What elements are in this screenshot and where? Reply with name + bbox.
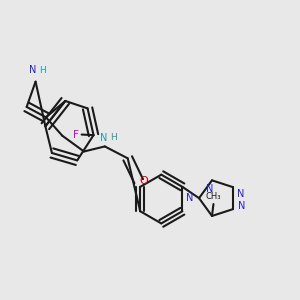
Text: CH₃: CH₃ bbox=[206, 192, 221, 201]
Text: N: N bbox=[238, 201, 245, 211]
Text: N: N bbox=[186, 193, 194, 203]
Text: H: H bbox=[110, 133, 117, 142]
Text: N: N bbox=[29, 65, 36, 75]
Text: F: F bbox=[73, 130, 79, 140]
Text: N: N bbox=[100, 133, 107, 142]
Text: N: N bbox=[237, 189, 244, 199]
Text: O: O bbox=[140, 176, 148, 186]
Text: H: H bbox=[40, 66, 46, 75]
Text: N: N bbox=[206, 184, 213, 194]
